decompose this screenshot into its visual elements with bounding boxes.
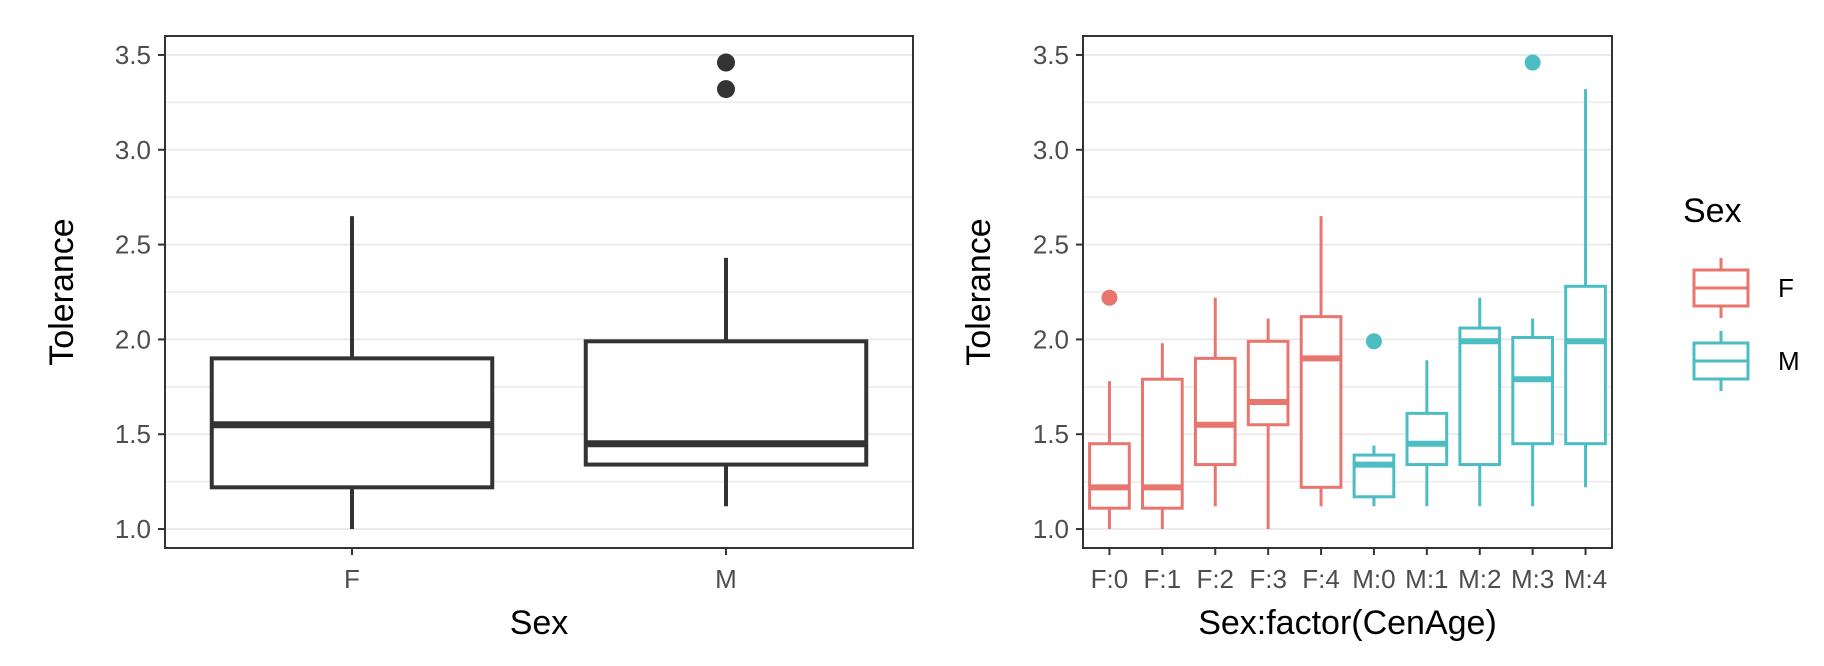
x-axis-title: Sex:factor(CenAge) <box>1198 604 1497 642</box>
outlier-point <box>1365 333 1382 350</box>
x-tick-label: M:2 <box>1458 564 1501 594</box>
y-axis-title: Tolerance <box>960 218 998 365</box>
box-M-0 <box>1352 333 1396 507</box>
box-F-3 <box>1246 318 1290 530</box>
x-tick-label: M:4 <box>1564 564 1607 594</box>
box-F <box>209 216 495 530</box>
y-tick-label: 3.5 <box>1033 40 1069 70</box>
box-F-1 <box>1141 343 1184 530</box>
y-tick-label: 3.0 <box>115 135 151 165</box>
x-tick-label: F:0 <box>1091 564 1129 594</box>
box-M-2 <box>1458 297 1502 507</box>
x-tick-label: M <box>715 564 737 594</box>
x-tick-label: F:4 <box>1302 564 1340 594</box>
x-tick-label: F:1 <box>1144 564 1182 594</box>
legend-key-M <box>1692 331 1750 391</box>
box-iqr <box>1193 356 1237 467</box>
y-tick-label: 2.0 <box>1033 324 1069 354</box>
y-axis-title: Tolerance <box>43 218 81 365</box>
box-iqr <box>1405 411 1449 467</box>
box-F-4 <box>1299 216 1343 507</box>
outlier-point <box>1524 54 1541 71</box>
legend: Sex F M <box>1683 192 1800 391</box>
y-tick-label: 1.0 <box>115 514 151 544</box>
x-tick-label: M:1 <box>1405 564 1448 594</box>
x-tick-label: M:0 <box>1352 564 1395 594</box>
legend-key-F <box>1692 258 1750 318</box>
y-tick-label: 3.5 <box>115 40 151 70</box>
box-M <box>583 53 869 507</box>
outlier-point <box>1101 289 1118 306</box>
legend-label: F <box>1778 273 1794 303</box>
panel-border <box>164 35 914 549</box>
box-iqr <box>1458 326 1502 467</box>
box-M-4 <box>1564 89 1607 488</box>
y-tick-label: 1.5 <box>115 419 151 449</box>
box-iqr <box>1299 315 1343 489</box>
chart-sex-cenage-boxplot: 1.0 1.5 2.0 2.5 3.0 3.5 F:0 F:1 F:2 F:3 F:4 M:0 M:1 M… <box>960 35 1613 642</box>
y-tick-label: 1.0 <box>1033 514 1069 544</box>
box-iqr <box>1246 339 1290 427</box>
chart-sex-boxplot: 1.0 1.5 2.0 2.5 3.0 3.5 F M Sex Tolerance <box>43 35 914 642</box>
x-tick-label: F:2 <box>1196 564 1234 594</box>
legend-label: M <box>1778 346 1800 376</box>
panel-border <box>1082 35 1613 549</box>
outlier-point <box>717 80 735 99</box>
box-iqr <box>1088 442 1131 510</box>
x-tick-label: F <box>344 564 360 594</box>
box-iqr <box>1564 284 1607 446</box>
y-tick-label: 1.5 <box>1033 419 1069 449</box>
y-tick-label: 3.0 <box>1033 135 1069 165</box>
box-iqr <box>1352 453 1396 499</box>
box-F-2 <box>1193 297 1237 507</box>
x-tick-label: M:3 <box>1511 564 1554 594</box>
y-tick-label: 2.5 <box>115 230 151 260</box>
box-M-1 <box>1405 360 1449 507</box>
x-tick-label: F:3 <box>1249 564 1287 594</box>
legend-title: Sex <box>1683 192 1742 230</box>
outlier-point <box>717 53 735 72</box>
y-tick-label: 2.5 <box>1033 230 1069 260</box>
box-iqr <box>1511 336 1554 446</box>
x-axis-title: Sex <box>510 604 569 642</box>
box-F-0 <box>1088 289 1131 530</box>
y-tick-label: 2.0 <box>115 324 151 354</box>
box-M-3 <box>1511 54 1554 507</box>
